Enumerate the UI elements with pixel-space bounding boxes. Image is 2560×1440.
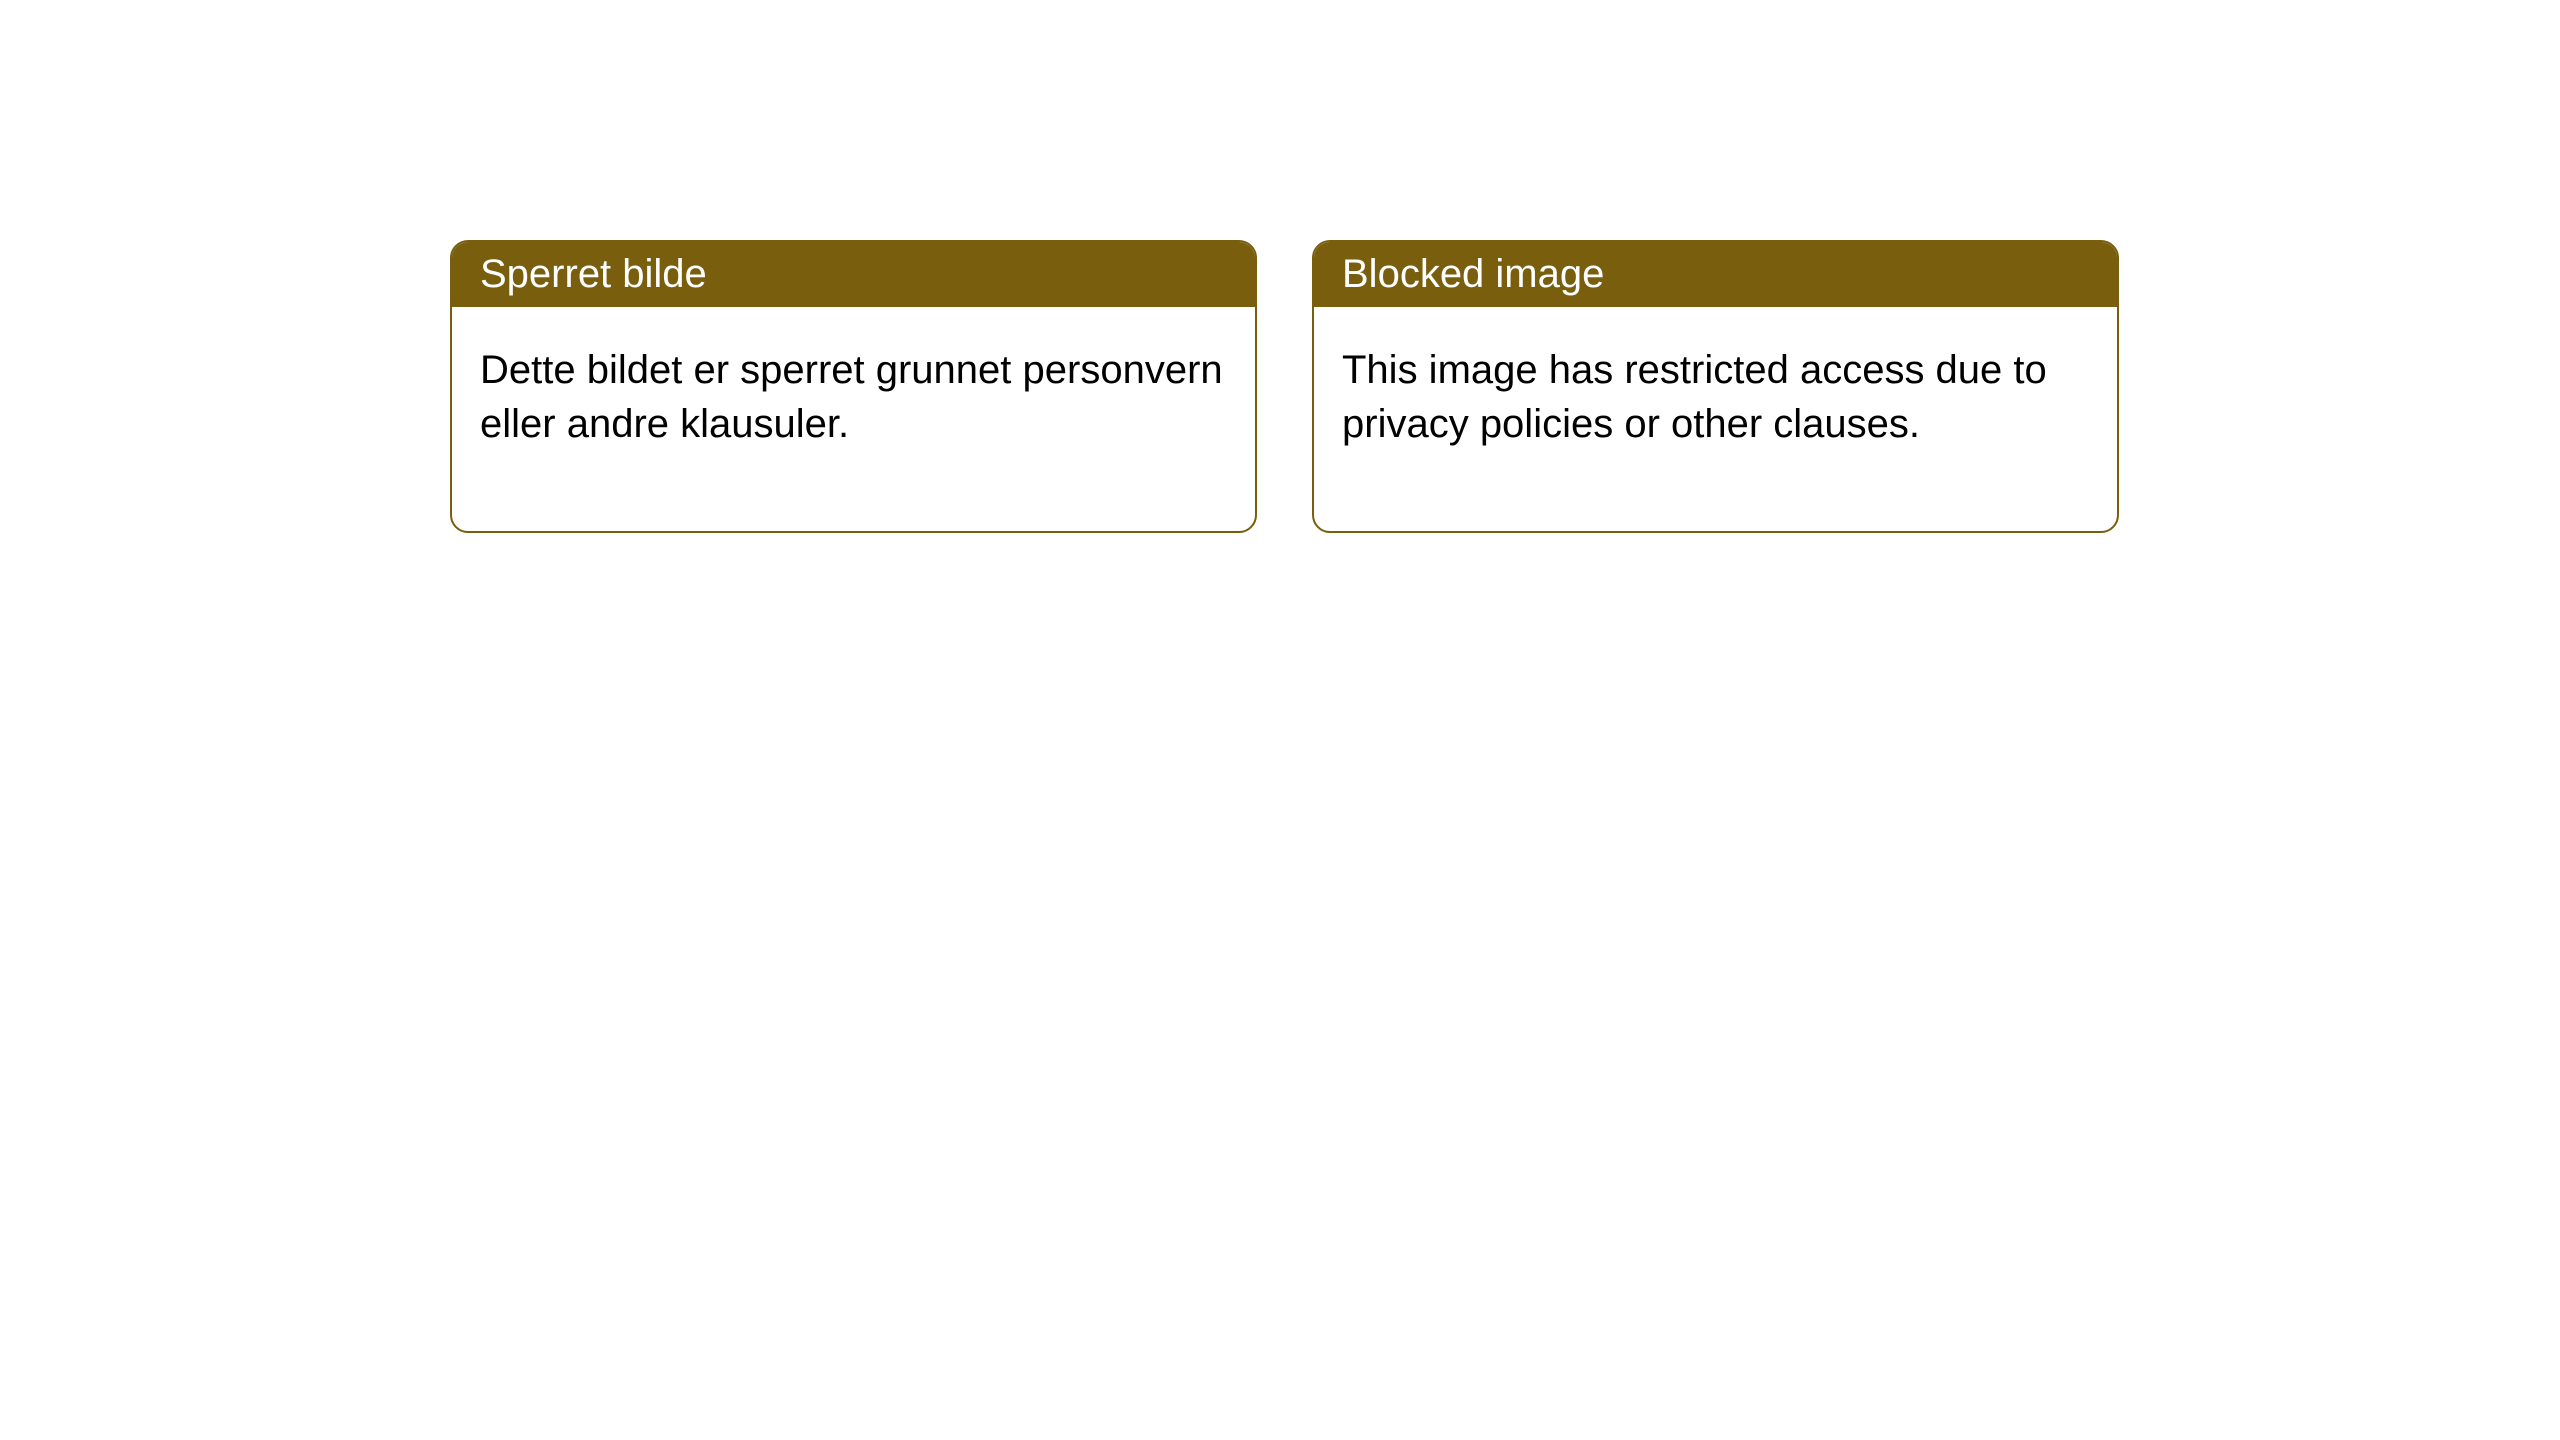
card-title: Blocked image [1314, 242, 2117, 307]
notice-card-norwegian: Sperret bilde Dette bildet er sperret gr… [450, 240, 1257, 533]
card-title: Sperret bilde [452, 242, 1255, 307]
card-body-text: Dette bildet er sperret grunnet personve… [452, 307, 1255, 531]
notice-card-english: Blocked image This image has restricted … [1312, 240, 2119, 533]
card-body-text: This image has restricted access due to … [1314, 307, 2117, 531]
notice-cards-container: Sperret bilde Dette bildet er sperret gr… [450, 240, 2119, 533]
